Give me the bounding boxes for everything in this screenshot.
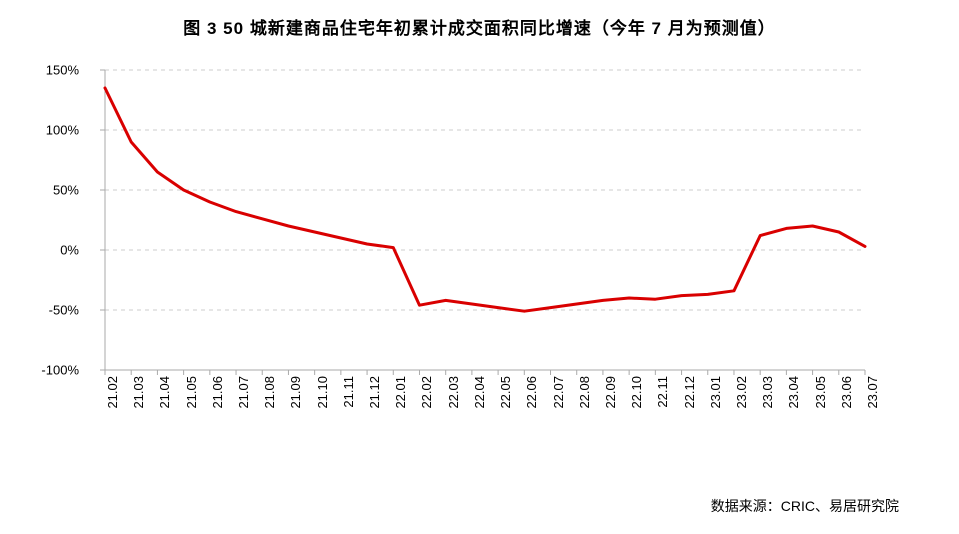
chart-title: 图 3 50 城新建商品住宅年初累计成交面积同比增速（今年 7 月为预测值） xyxy=(0,0,959,39)
chart-area: -100%-50%0%50%100%150%21.0221.0321.0421.… xyxy=(85,60,885,430)
x-tick-label: 21.05 xyxy=(184,376,199,409)
x-tick-label: 22.05 xyxy=(498,376,513,409)
x-tick-label: 21.09 xyxy=(288,376,303,409)
x-tick-label: 21.10 xyxy=(315,376,330,409)
x-tick-label: 23.02 xyxy=(734,376,749,409)
data-line xyxy=(105,88,865,311)
x-tick-label: 23.04 xyxy=(786,376,801,409)
x-tick-label: 21.12 xyxy=(367,376,382,409)
x-tick-label: 22.04 xyxy=(472,376,487,409)
x-tick-label: 21.07 xyxy=(236,376,251,409)
y-tick-label: 50% xyxy=(53,183,85,198)
y-tick-label: 100% xyxy=(46,123,85,138)
x-tick-label: 21.08 xyxy=(262,376,277,409)
x-tick-label: 23.07 xyxy=(865,376,880,409)
data-source: 数据来源：CRIC、易居研究院 xyxy=(711,496,899,516)
y-tick-label: -100% xyxy=(41,363,85,378)
x-tick-label: 22.12 xyxy=(682,376,697,409)
x-tick-label: 23.01 xyxy=(708,376,723,409)
x-tick-label: 22.06 xyxy=(524,376,539,409)
x-tick-label: 21.03 xyxy=(131,376,146,409)
x-tick-label: 21.11 xyxy=(341,376,356,408)
x-tick-label: 21.02 xyxy=(105,376,120,409)
x-tick-label: 22.08 xyxy=(577,376,592,409)
x-tick-label: 22.01 xyxy=(393,376,408,409)
chart-svg xyxy=(85,60,885,430)
x-tick-label: 21.04 xyxy=(157,376,172,409)
x-tick-label: 23.06 xyxy=(839,376,854,409)
x-tick-label: 23.03 xyxy=(760,376,775,409)
x-tick-label: 22.02 xyxy=(419,376,434,409)
x-tick-label: 22.07 xyxy=(551,376,566,409)
x-tick-label: 22.11 xyxy=(655,376,670,408)
x-tick-label: 22.03 xyxy=(446,376,461,409)
y-tick-label: 150% xyxy=(46,63,85,78)
x-tick-label: 21.06 xyxy=(210,376,225,409)
x-tick-label: 23.05 xyxy=(813,376,828,409)
y-tick-label: 0% xyxy=(60,243,85,258)
y-tick-label: -50% xyxy=(49,303,85,318)
x-tick-label: 22.10 xyxy=(629,376,644,409)
x-tick-label: 22.09 xyxy=(603,376,618,409)
